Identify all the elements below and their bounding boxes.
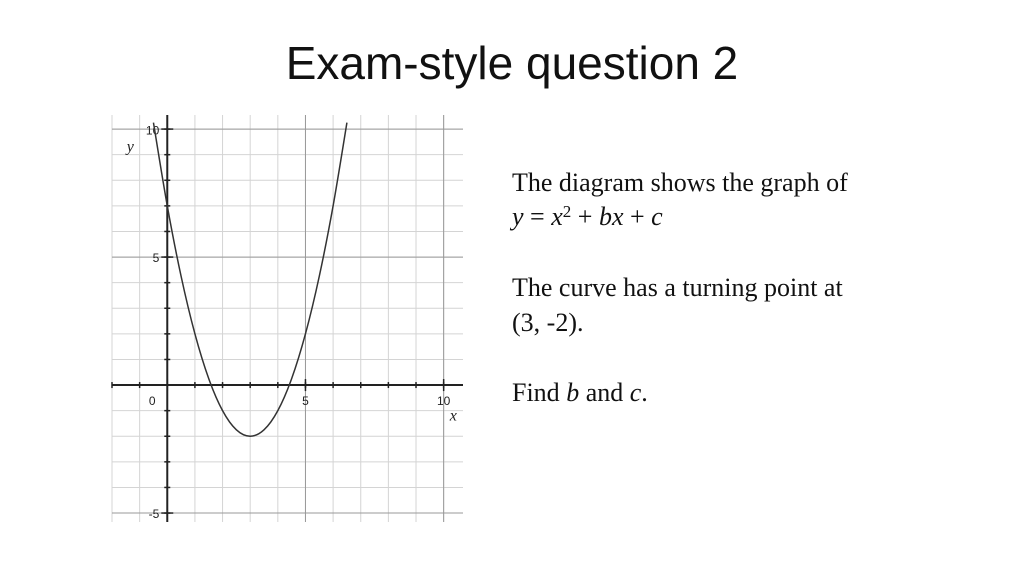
y-tick-label: 5 bbox=[153, 251, 160, 265]
eq-part: c bbox=[651, 202, 663, 231]
eq-part: 2 bbox=[562, 202, 572, 221]
curve bbox=[152, 122, 348, 437]
find-part: . bbox=[641, 378, 648, 407]
eq-part: = bbox=[523, 202, 552, 231]
slide-title: Exam-style question 2 bbox=[285, 37, 739, 89]
x-tick-label: 0 bbox=[149, 394, 156, 408]
y-tick-label: 10 bbox=[146, 123, 160, 137]
question-text: The diagram shows the graph of bbox=[512, 168, 848, 197]
eq-part: + bbox=[571, 202, 599, 231]
find-part: c bbox=[629, 378, 642, 407]
y-axis-label: y bbox=[125, 139, 135, 156]
question-text: The curve has a turning point at bbox=[512, 273, 843, 302]
eq-part: + bbox=[623, 202, 652, 231]
equation: y = x2 + bx + c bbox=[512, 202, 663, 232]
eq-part: y bbox=[512, 202, 524, 231]
find-part: Find bbox=[512, 378, 567, 407]
x-tick-label: 10 bbox=[437, 394, 451, 408]
y-tick-label: -5 bbox=[149, 507, 160, 521]
find-part: and bbox=[579, 378, 630, 407]
find-part: b bbox=[566, 378, 580, 407]
eq-part: x bbox=[551, 202, 563, 231]
x-tick-label: 5 bbox=[302, 394, 309, 408]
question-text: Find b and c. bbox=[512, 378, 648, 408]
question-text: (3, -2). bbox=[512, 308, 584, 337]
eq-part: bx bbox=[598, 202, 624, 231]
x-axis-label: x bbox=[449, 408, 457, 425]
